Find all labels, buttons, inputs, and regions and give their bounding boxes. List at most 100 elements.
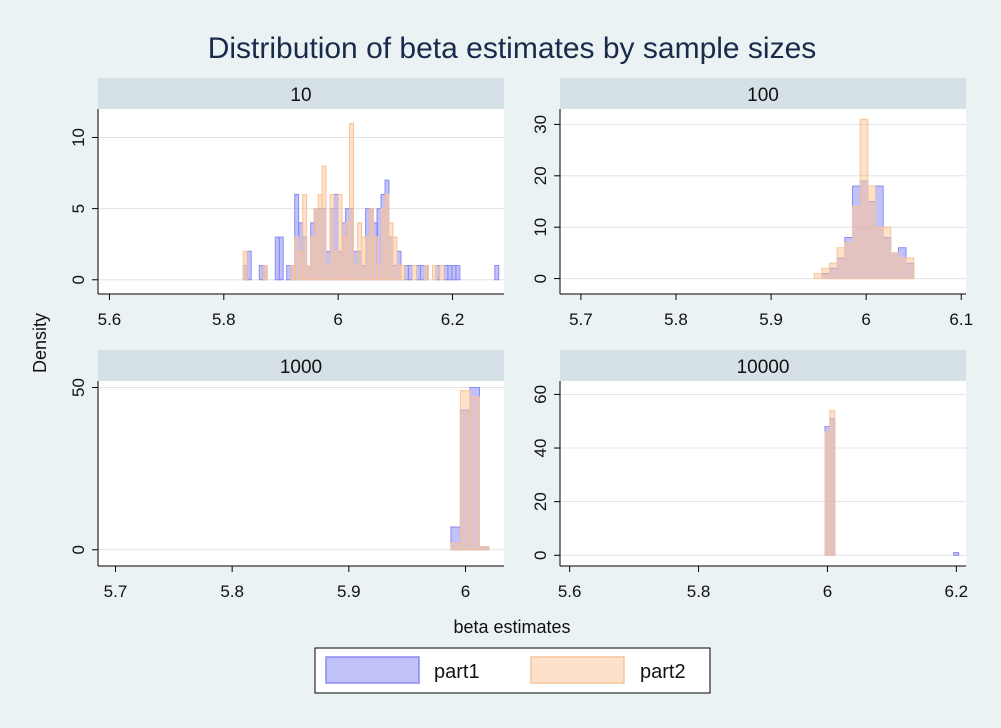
y-tick-label: 60 [531, 385, 550, 404]
panel-strip-label: 10000 [737, 357, 790, 378]
histogram-bar [361, 236, 367, 281]
histogram-bar [290, 265, 296, 281]
histogram-bar [333, 250, 339, 281]
y-tick-label: 10 [69, 128, 88, 147]
histogram-bar [396, 265, 402, 281]
histogram-bar [416, 265, 421, 281]
x-tick-label: 5.8 [212, 310, 236, 329]
histogram-bar [455, 265, 461, 281]
histogram-bar [329, 193, 335, 281]
y-tick-label: 20 [531, 492, 550, 511]
y-tick-label: 10 [531, 218, 550, 237]
histogram-bar [306, 265, 312, 281]
x-tick-label: 6 [861, 310, 870, 329]
y-axis-title: Density [30, 313, 50, 373]
y-tick-label: 50 [69, 378, 88, 397]
histogram-bar [829, 409, 836, 556]
plot-area [98, 381, 504, 566]
panel-10: 10 0 5 10 5.6 5.8 6 6.2 [69, 78, 504, 329]
x-tick-label: 6.2 [441, 310, 465, 329]
histogram-bar [813, 272, 823, 280]
histogram-bar [451, 265, 457, 281]
histogram-bar [317, 193, 323, 281]
legend: part1 part2 [314, 647, 711, 694]
panel-strip [560, 350, 966, 381]
legend-swatch [325, 656, 420, 684]
histogram-bar [844, 242, 854, 280]
histogram-bar [345, 222, 350, 281]
histogram-bar [439, 265, 445, 281]
histogram-bar [494, 265, 500, 281]
histogram-bar [278, 236, 284, 281]
histogram-bar [447, 265, 453, 281]
histogram-bar [353, 265, 358, 281]
x-tick-label: 6 [461, 582, 470, 601]
histogram-bar [478, 546, 490, 551]
legend-swatch [530, 656, 625, 684]
legend-label: part2 [640, 661, 686, 683]
histogram-bar [953, 552, 960, 556]
histogram-bar [824, 431, 831, 556]
histogram-bar [412, 265, 417, 281]
histogram-bar [349, 122, 354, 281]
x-tick-label: 5.9 [337, 582, 361, 601]
legend-label: part1 [434, 661, 480, 683]
y-tick-label: 20 [531, 166, 550, 185]
plot-area [560, 381, 966, 566]
panel-10000: 10000 0 20 40 60 5.6 5.8 6 6.2 [531, 350, 968, 601]
histogram-bar [867, 185, 876, 280]
histogram-bar [890, 252, 899, 280]
panel-strip-label: 100 [747, 85, 779, 106]
histogram-bar [882, 226, 892, 280]
histogram-bar [432, 265, 437, 281]
y-tick-label: 0 [531, 551, 550, 560]
x-tick-label: 5.7 [569, 310, 593, 329]
histogram-bar [905, 257, 915, 280]
histogram-bar [859, 118, 869, 280]
histogram-bar [365, 236, 371, 281]
x-tick-label: 6 [823, 582, 832, 601]
panel-100: 100 0 10 20 30 5.7 5.8 5.9 6 6.1 [531, 78, 973, 329]
histogram-bar [302, 193, 308, 281]
histogram-bar [376, 265, 382, 281]
histogram-bar [851, 206, 861, 280]
histogram-bar [424, 265, 429, 281]
histogram-bar [408, 265, 413, 281]
x-tick-label: 5.6 [98, 310, 122, 329]
y-tick-label: 5 [69, 204, 88, 213]
histogram-bar [420, 265, 425, 281]
histogram-bar [373, 236, 379, 281]
x-tick-label: 6 [333, 310, 342, 329]
x-axis-title: beta estimates [453, 617, 570, 637]
panel-strip [98, 350, 504, 381]
y-tick-label: 0 [69, 275, 88, 284]
histogram-bar [337, 193, 343, 281]
histogram-bar [821, 267, 831, 280]
panel-strip-label: 1000 [280, 357, 322, 378]
y-tick-label: 30 [531, 115, 550, 134]
histogram-bar [450, 542, 461, 551]
chart-title: Distribution of beta estimates by sample… [208, 32, 817, 65]
histogram-bar [829, 262, 838, 280]
histogram-bar [325, 265, 331, 281]
legend-item-part1: part1 [325, 656, 480, 684]
histogram-bar [274, 236, 280, 281]
panel-strip-label: 10 [290, 85, 311, 106]
histogram-bar [246, 250, 252, 281]
histogram-bar [874, 226, 884, 280]
y-tick-label: 0 [531, 274, 550, 283]
histogram-bar [286, 265, 292, 281]
x-tick-label: 5.8 [687, 582, 711, 601]
histogram-bar [392, 236, 398, 281]
histogram-bar [321, 165, 327, 281]
histogram-bar [469, 396, 480, 551]
x-tick-label: 5.6 [558, 582, 582, 601]
x-tick-label: 5.8 [220, 582, 244, 601]
histogram-bar [242, 250, 248, 281]
histogram-bar [459, 390, 471, 551]
x-tick-label: 5.8 [664, 310, 688, 329]
histogram-bar [897, 257, 907, 280]
x-tick-label: 5.7 [104, 582, 128, 601]
